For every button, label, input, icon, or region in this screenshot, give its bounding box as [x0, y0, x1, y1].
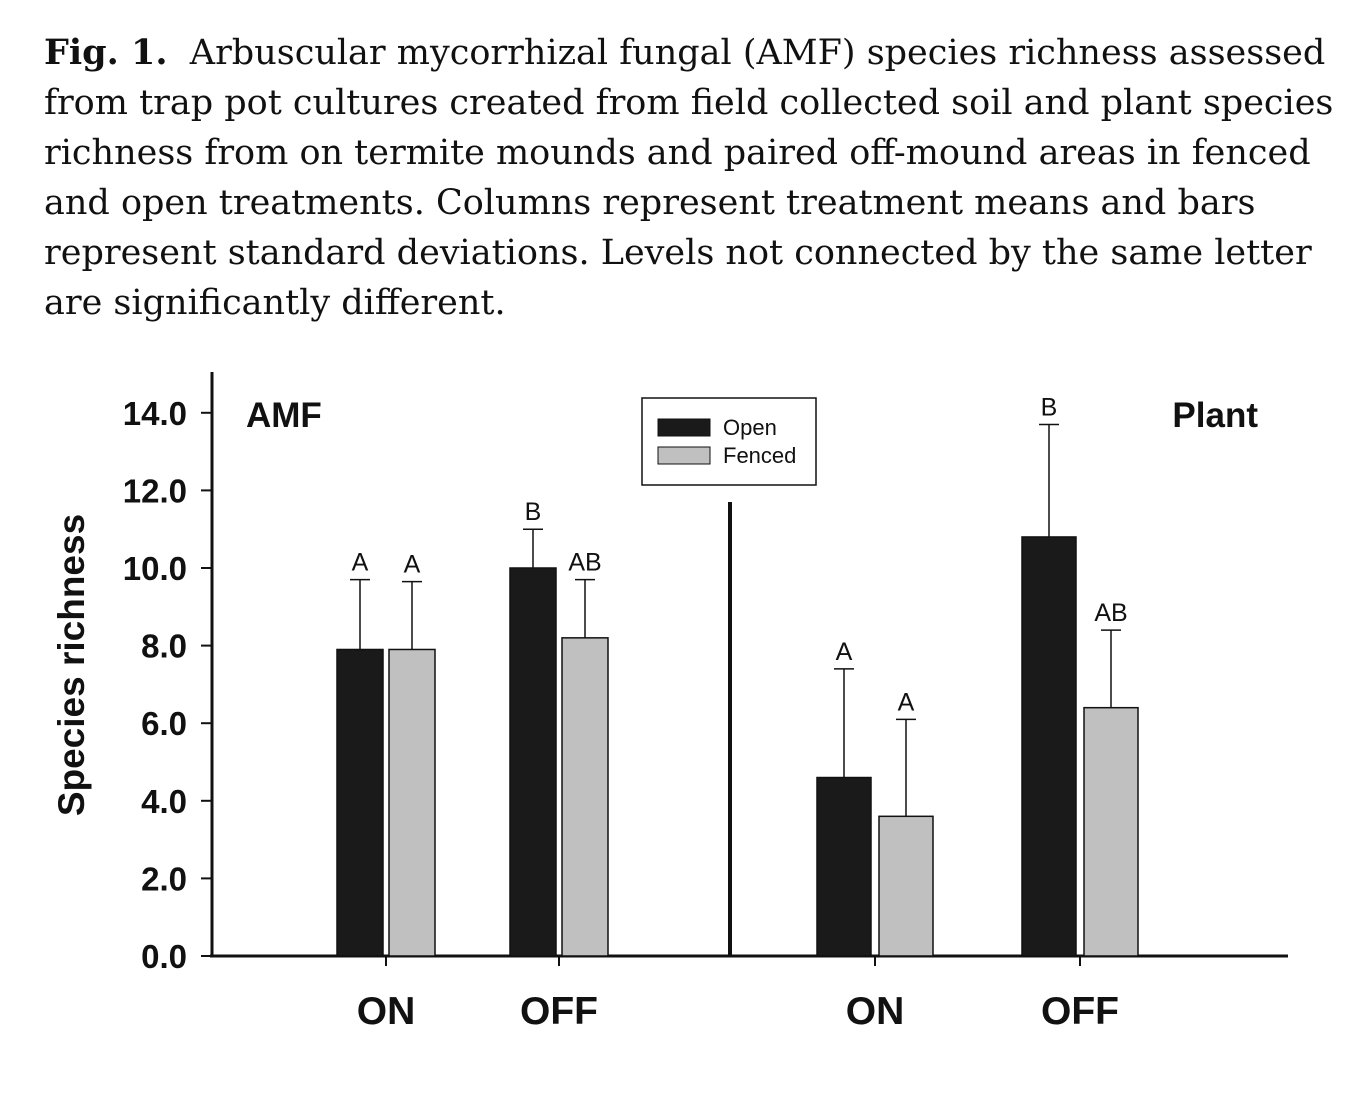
x-tick-label: ON [846, 990, 905, 1033]
significance-letter: B [525, 498, 542, 526]
bar-amf-off-fenced [561, 637, 609, 957]
y-tick-label: 10.0 [123, 550, 187, 587]
y-tick-label: 14.0 [123, 395, 187, 432]
bar-amf-on-fenced [388, 648, 436, 957]
bar-plant-off-fenced [1083, 706, 1139, 957]
legend-frame [641, 397, 817, 486]
significance-letter: AB [568, 549, 601, 577]
legend-label-open: Open [723, 415, 777, 440]
legend: Open Fenced [641, 397, 817, 486]
x-ticks: ON OFF ON OFF [357, 956, 1119, 1033]
bar-plant-on-fenced [878, 815, 934, 957]
legend-label-fenced: Fenced [723, 443, 796, 468]
panel-title-amf: AMF [246, 396, 322, 435]
y-axis-label: Species richness [51, 514, 92, 816]
y-tick-label: 8.0 [141, 628, 187, 665]
legend-swatch-fenced [657, 446, 711, 465]
x-tick-label: OFF [520, 990, 598, 1033]
figure-label: Fig. 1. [44, 32, 168, 73]
significance-letter: A [836, 638, 853, 666]
bars [336, 536, 1139, 957]
figure-caption: Fig. 1. Arbuscular mycorrhizal fungal (A… [44, 28, 1344, 328]
significance-letter: A [898, 688, 915, 716]
legend-swatch-open [657, 418, 711, 437]
bar-amf-on-open [336, 648, 384, 957]
y-tick-label: 2.0 [141, 860, 187, 897]
y-tick-label: 0.0 [141, 938, 187, 975]
bar-plant-off-open [1021, 536, 1077, 957]
x-tick-label: ON [357, 990, 416, 1033]
panel-title-plant: Plant [1172, 396, 1258, 435]
y-tick-label: 6.0 [141, 705, 187, 742]
significance-letter: A [404, 551, 421, 579]
y-ticks: 0.0 2.0 4.0 6.0 8.0 10.0 12.0 14.0 [123, 395, 212, 975]
y-tick-label: 12.0 [123, 472, 187, 509]
y-tick-label: 4.0 [141, 783, 187, 820]
caption-text: Arbuscular mycorrhizal fungal (AMF) spec… [44, 33, 1334, 323]
significance-letter: A [352, 549, 369, 577]
x-tick-label: OFF [1041, 990, 1119, 1033]
bar-plant-on-open [816, 776, 872, 957]
error-bars [350, 423, 1121, 817]
bar-amf-off-open [509, 567, 557, 957]
significance-letter: AB [1094, 599, 1127, 627]
significance-letter: B [1041, 393, 1058, 421]
